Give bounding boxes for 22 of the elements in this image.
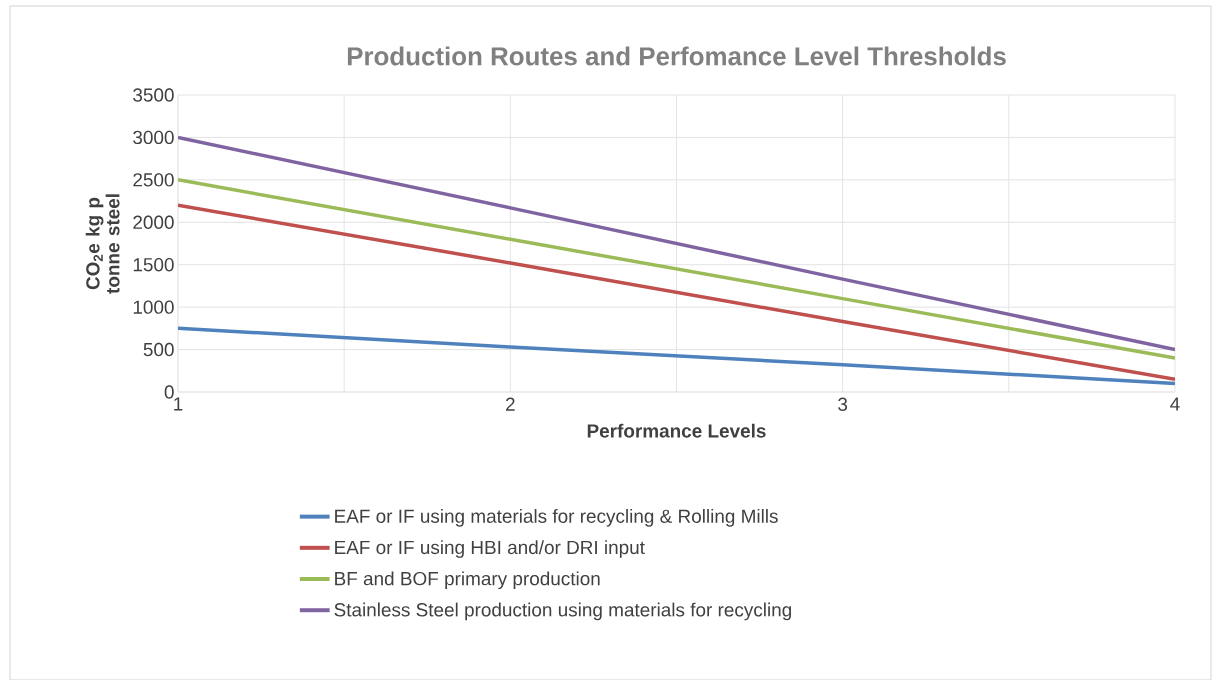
y-tick-label: 2000: [133, 215, 174, 229]
line-series: [178, 178, 1175, 360]
legend-label: EAF or IF using materials for recycling & Rolling Mills: [335, 509, 778, 527]
line-series: [178, 326, 1175, 386]
x-tick-label: 3: [838, 397, 848, 411]
x-axis-title: Performance Levels: [587, 423, 766, 438]
y-tick-label: 500: [143, 342, 174, 357]
y-tick-label: 1500: [133, 258, 174, 272]
chart-title: Production Routes and Perfomance Level Thresholds: [347, 46, 1006, 66]
line-series: [178, 203, 1175, 382]
x-tick-label: 1: [174, 397, 183, 411]
legend-label: Stainless Steel production using materials for recycling: [334, 602, 791, 621]
legend-label: BF and BOF primary production: [335, 571, 600, 590]
legend-label: EAF or IF using HBI and/or DRI input: [335, 540, 645, 558]
line-series: [178, 135, 1175, 352]
y-tick-label: 2500: [133, 173, 174, 187]
y-tick-label: 1000: [133, 300, 174, 314]
y-tick-label: 3000: [133, 130, 174, 145]
x-tick-label: 4: [1170, 397, 1180, 411]
y-tick-label: 3500: [133, 88, 174, 102]
y-tick-label: 0: [164, 385, 174, 399]
x-tick-label: 2: [506, 397, 515, 411]
